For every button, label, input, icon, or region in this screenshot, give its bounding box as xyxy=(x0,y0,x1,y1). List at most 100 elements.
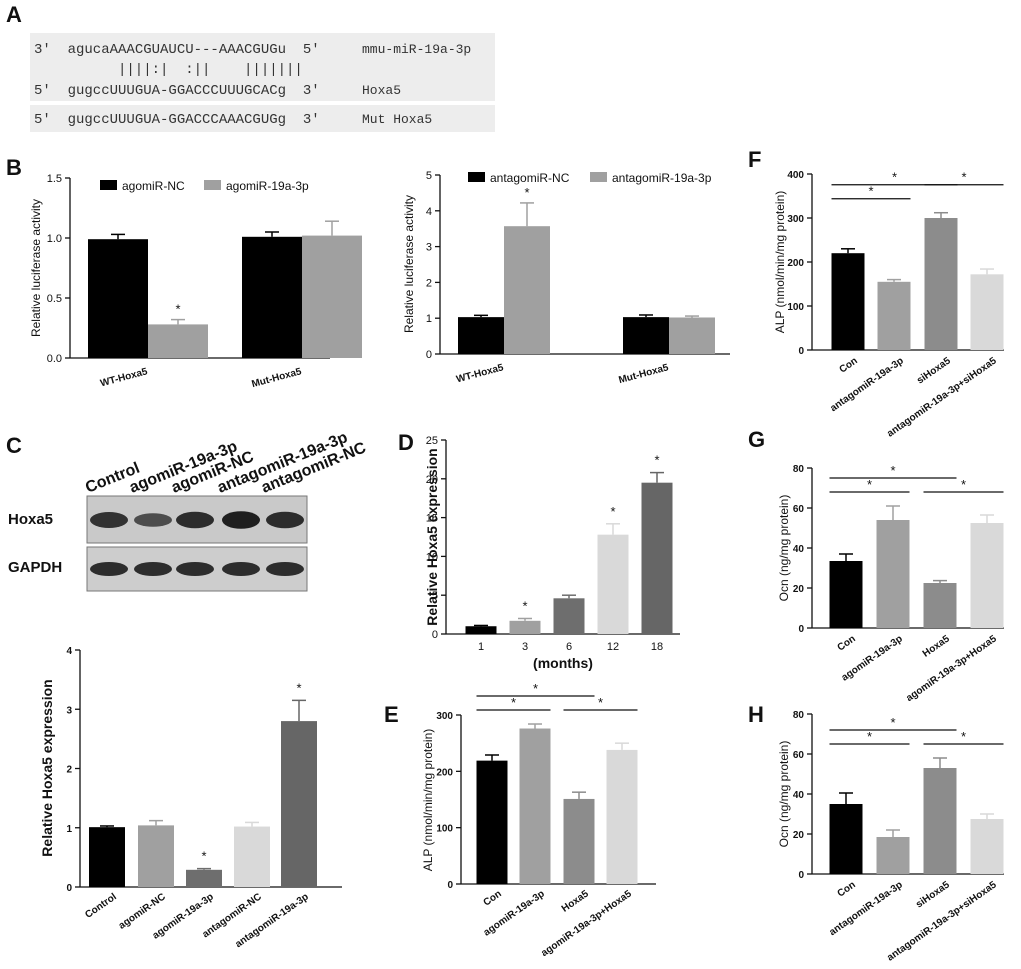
significance-star: * xyxy=(890,715,895,730)
bar xyxy=(641,482,673,634)
x-tick-label: Hoxa5 xyxy=(921,633,952,659)
bar xyxy=(606,749,638,884)
panel-label-c: C xyxy=(6,433,22,458)
bar xyxy=(877,281,911,350)
bar xyxy=(876,520,910,628)
significance-star: * xyxy=(175,302,180,317)
bar xyxy=(302,235,362,358)
y-tick-label: 40 xyxy=(793,544,805,555)
bar xyxy=(623,317,669,354)
significance-star: * xyxy=(867,729,872,744)
y-tick-label: 0 xyxy=(447,880,453,891)
significance-star: * xyxy=(890,463,895,478)
bar xyxy=(281,721,317,887)
bar xyxy=(831,253,865,350)
y-tick-label: 0 xyxy=(798,624,804,635)
y-tick-label: 3 xyxy=(66,705,72,716)
y-tick-label: 0 xyxy=(66,883,72,894)
significance-star: * xyxy=(892,170,897,185)
bar xyxy=(242,236,302,358)
legend-swatch xyxy=(590,172,607,182)
y-tick-label: 80 xyxy=(793,464,805,475)
y-axis-label: Ocn (ng/mg protein) xyxy=(777,741,791,848)
significance-star: * xyxy=(533,681,538,696)
y-tick-label: 1.5 xyxy=(47,173,62,185)
significance-star: * xyxy=(598,695,603,710)
significance-star: * xyxy=(511,695,516,710)
bar xyxy=(923,583,957,628)
sequence-alignment: 3' agucaAAACGUAUCU---AAACGUGu 5' mmu-miR… xyxy=(30,33,495,132)
panel-label-f: F xyxy=(748,147,761,172)
x-tick-label: Con xyxy=(835,879,857,899)
pairing-lines: ||||:| :|| ||||||| xyxy=(118,62,303,78)
wt-sequence: 5' gugccUUUGUA-GGACCCUUUGCACg 3' xyxy=(34,83,320,99)
bar xyxy=(509,620,541,634)
legend-swatch xyxy=(204,180,221,190)
y-tick-label: 40 xyxy=(793,790,805,801)
bar xyxy=(923,768,957,874)
blot-band-hoxa5 xyxy=(222,511,260,529)
bar xyxy=(970,819,1004,874)
significance-star: * xyxy=(961,477,966,492)
x-tick-label: agomiR-19a-3p+Hoxa5 xyxy=(904,633,999,704)
bar xyxy=(458,317,504,354)
x-tick-label: Control xyxy=(83,891,119,921)
bar xyxy=(88,239,148,358)
panel-label-g: G xyxy=(748,427,765,452)
blot-band-hoxa5 xyxy=(176,511,214,529)
y-tick-label: 10 xyxy=(426,551,438,563)
bar xyxy=(148,324,208,358)
y-axis-label: Relative luciferase activity xyxy=(29,199,43,337)
significance-star: * xyxy=(654,453,659,468)
x-tick-label: Mut-Hoxa5 xyxy=(251,366,304,390)
y-axis-label: ALP (nmol/min/mg protein) xyxy=(773,191,787,334)
y-tick-label: 60 xyxy=(793,504,805,515)
blot-band-hoxa5 xyxy=(266,511,304,529)
legend-label: antagomiR-NC xyxy=(490,171,570,185)
chart-luciferase-agomir: 0.0 0.5 1.0 1.5 Relative luciferase activity… xyxy=(29,173,362,390)
x-tick-label: siHoxa5 xyxy=(915,355,953,386)
panel-label-h: H xyxy=(748,702,764,727)
y-tick-label: 300 xyxy=(436,711,453,722)
y-tick-label: 3 xyxy=(426,242,432,254)
significance-star: * xyxy=(201,849,206,864)
x-tick-label: WT-Hoxa5 xyxy=(455,362,505,385)
x-tick-label: WT-Hoxa5 xyxy=(99,366,149,389)
bar xyxy=(669,317,715,354)
x-tick-label: Con xyxy=(835,633,857,653)
blot-band-gapdh xyxy=(266,562,304,576)
y-tick-label: 60 xyxy=(793,750,805,761)
significance-star: * xyxy=(610,504,615,519)
bar xyxy=(465,626,497,634)
blot-band-gapdh xyxy=(134,562,172,576)
significance-star: * xyxy=(867,477,872,492)
legend-label: agomiR-NC xyxy=(122,179,185,193)
x-tick-label: siHoxa5 xyxy=(914,879,952,910)
western-blot: ControlagomiR-19a-3pagomiR-NCantagomiR-1… xyxy=(8,429,369,592)
bar xyxy=(234,826,270,887)
y-tick-label: 100 xyxy=(787,302,804,313)
y-tick-label: 200 xyxy=(436,767,453,778)
bar xyxy=(476,760,508,884)
panel-label-d: D xyxy=(398,430,414,455)
legend-swatch xyxy=(100,180,117,190)
significance-star: * xyxy=(296,680,301,695)
bar xyxy=(504,226,550,354)
x-tick-label: Mut-Hoxa5 xyxy=(618,362,671,386)
y-tick-label: 20 xyxy=(793,584,805,595)
y-axis-label: ALP (nmol/min/mg protein) xyxy=(421,729,435,872)
bar xyxy=(829,804,863,874)
y-tick-label: 20 xyxy=(426,474,438,486)
y-axis-label: Relative luciferase activity xyxy=(402,195,416,333)
significance-star: * xyxy=(868,184,873,199)
y-tick-label: 0.0 xyxy=(47,353,62,365)
y-tick-label: 4 xyxy=(66,646,72,657)
blot-row-hoxa5: Hoxa5 xyxy=(8,511,53,528)
y-tick-label: 100 xyxy=(436,824,453,835)
panel-label-a: A xyxy=(6,2,22,27)
x-tick-label: Con xyxy=(481,888,503,908)
